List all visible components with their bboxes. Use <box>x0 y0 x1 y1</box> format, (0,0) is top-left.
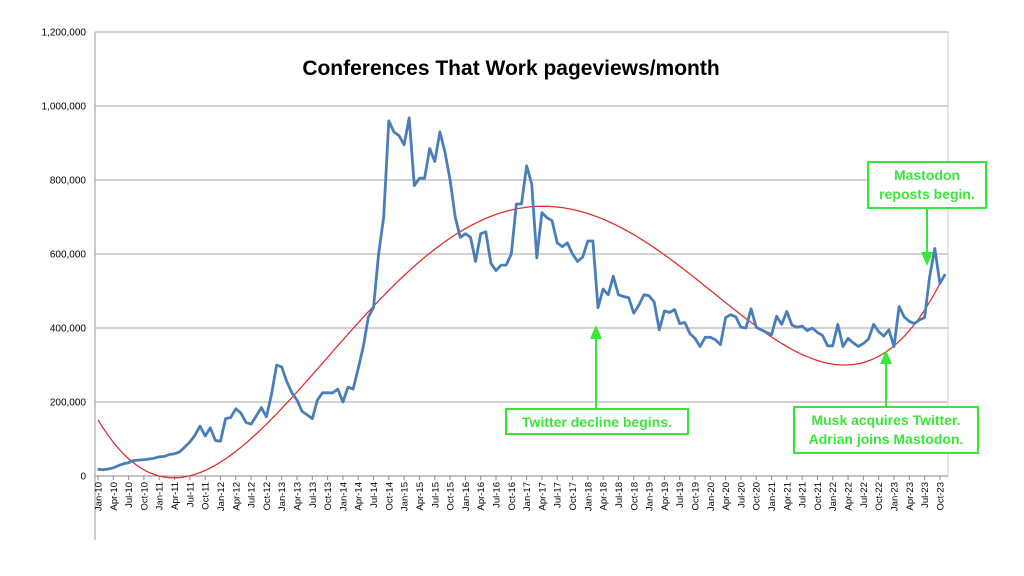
annotation-arrow-head <box>590 325 602 339</box>
annotation-text-line-2: reposts begin. <box>879 186 975 202</box>
trend-line <box>97 205 941 479</box>
x-tick-label: Jul-21 <box>798 482 809 508</box>
x-tick-label: Jul-11 <box>185 482 196 507</box>
x-tick-label: Oct-15 <box>446 482 457 511</box>
x-tick-label: Jul-15 <box>430 482 441 508</box>
x-tick-label: Jan-11 <box>155 482 166 510</box>
annotation-text-line-2: Adrian joins Mastodon. <box>809 431 964 447</box>
x-tick-label: Oct-16 <box>507 482 518 511</box>
x-tick-label: Apr-19 <box>660 482 671 511</box>
x-tick-label: Jan-10 <box>94 482 105 511</box>
x-tick-label: Apr-14 <box>354 482 365 511</box>
x-tick-label: Jul-18 <box>614 482 625 508</box>
x-tick-label: Jul-10 <box>124 482 135 508</box>
x-tick-label: Apr-16 <box>476 482 487 511</box>
x-tick-label: Jan-20 <box>706 482 717 511</box>
annotation-box <box>793 406 979 454</box>
x-tick-label: Jan-16 <box>461 482 472 511</box>
y-tick-label: 0 <box>80 472 86 483</box>
y-tick-label: 1,200,000 <box>42 28 87 39</box>
x-tick-label: Jan-19 <box>645 482 656 511</box>
x-tick-label: Jul-13 <box>308 482 319 508</box>
annotation-twitter-decline: Twitter decline begins. <box>505 325 689 435</box>
y-tick-label: 400,000 <box>50 324 87 335</box>
x-tick-label: Apr-11 <box>170 482 181 510</box>
x-tick-label: Oct-20 <box>752 482 763 511</box>
x-tick-label: Apr-15 <box>415 482 426 511</box>
x-tick-label: Jan-13 <box>277 482 288 511</box>
x-tick-label: Jan-15 <box>400 482 411 511</box>
x-tick-label: Oct-14 <box>384 482 395 511</box>
y-tick-label: 800,000 <box>50 176 87 187</box>
x-tick-label: Oct-13 <box>323 482 334 511</box>
x-tick-label: Apr-18 <box>599 482 610 511</box>
x-tick-label: Jan-21 <box>767 482 778 511</box>
x-tick-label: Jan-22 <box>828 482 839 511</box>
series-line <box>97 116 947 472</box>
x-tick-label: Oct-10 <box>139 482 150 511</box>
x-tick-label: Oct-12 <box>262 482 273 511</box>
x-tick-label: Apr-10 <box>109 482 120 511</box>
y-tick-label: 600,000 <box>50 250 87 261</box>
x-tick-label: Jul-20 <box>736 482 747 508</box>
x-tick-label: Jul-17 <box>553 482 564 508</box>
y-tick-label: 1,000,000 <box>42 102 87 113</box>
x-tick-label: Oct-11 <box>201 482 212 510</box>
annotation-arrow-head <box>921 252 933 266</box>
x-tick-label: Oct-23 <box>935 482 946 511</box>
y-tick-labels: 0 200,000 400,000 600,000 800,000 1,000,000 1,… <box>42 28 87 483</box>
annotation-text-line-1: Mastodon <box>894 167 960 183</box>
annotation-box <box>867 161 987 209</box>
x-tick-label: Jul-16 <box>491 482 502 508</box>
x-tick-label: Apr-21 <box>782 482 793 511</box>
annotation-box <box>505 408 689 435</box>
x-tick-label: Jan-17 <box>522 482 533 511</box>
x-tick-label: Oct-22 <box>874 482 885 511</box>
x-tick-label: Jan-18 <box>583 482 594 511</box>
annotation-musk: Musk acquires Twitter. Adrian joins Mast… <box>793 350 979 454</box>
x-tick-label: Oct-17 <box>568 482 579 511</box>
x-tick-label: Oct-19 <box>690 482 701 511</box>
x-tick-label: Apr-12 <box>231 482 242 511</box>
x-tick-label: Apr-17 <box>537 482 548 511</box>
x-tick-label: Jan-23 <box>889 482 900 511</box>
x-tick-label: Jan-14 <box>338 482 349 511</box>
annotation-mastodon-reposts: Mastodon reposts begin. <box>867 161 987 266</box>
annotation-text: Twitter decline begins. <box>522 414 672 430</box>
x-tick-label: Apr-22 <box>844 482 855 511</box>
x-tick-label: Apr-23 <box>905 482 916 511</box>
x-tick-labels: Jan-10 Apr-10 Jul-10 Oct-10 Jan-11 Apr-11 Jul-… <box>94 476 946 511</box>
x-tick-label: Oct-18 <box>629 482 640 511</box>
annotation-text-line-1: Musk acquires Twitter. <box>811 412 960 428</box>
x-tick-label: Jul-12 <box>247 482 258 508</box>
gridlines <box>95 31 948 477</box>
x-tick-label: Jul-19 <box>675 482 686 508</box>
x-tick-label: Apr-20 <box>721 482 732 511</box>
x-tick-label: Jan-12 <box>216 482 227 511</box>
annotation-arrow-head <box>880 350 892 364</box>
x-tick-label: Jul-22 <box>859 482 870 508</box>
x-tick-label: Apr-13 <box>292 482 303 511</box>
x-tick-label: Oct-21 <box>813 482 824 511</box>
chart-title: Conferences That Work pageviews/month <box>302 57 719 80</box>
x-tick-label: Jul-23 <box>920 482 931 508</box>
y-tick-label: 200,000 <box>50 398 87 409</box>
x-tick-label: Jul-14 <box>369 482 380 508</box>
